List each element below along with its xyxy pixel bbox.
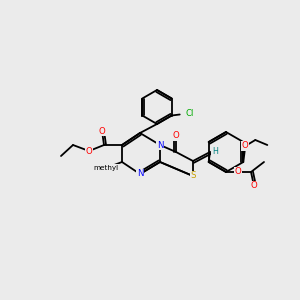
Text: O: O — [235, 167, 242, 176]
Text: S: S — [190, 172, 196, 181]
Text: O: O — [99, 127, 105, 136]
Text: O: O — [172, 131, 179, 140]
Text: O: O — [85, 146, 92, 155]
Text: O: O — [250, 182, 257, 190]
Text: N: N — [137, 169, 143, 178]
Text: methyl: methyl — [93, 165, 118, 171]
Text: O: O — [242, 142, 249, 151]
Text: N: N — [157, 140, 163, 149]
Text: H: H — [212, 148, 218, 157]
Text: Cl: Cl — [185, 109, 194, 118]
